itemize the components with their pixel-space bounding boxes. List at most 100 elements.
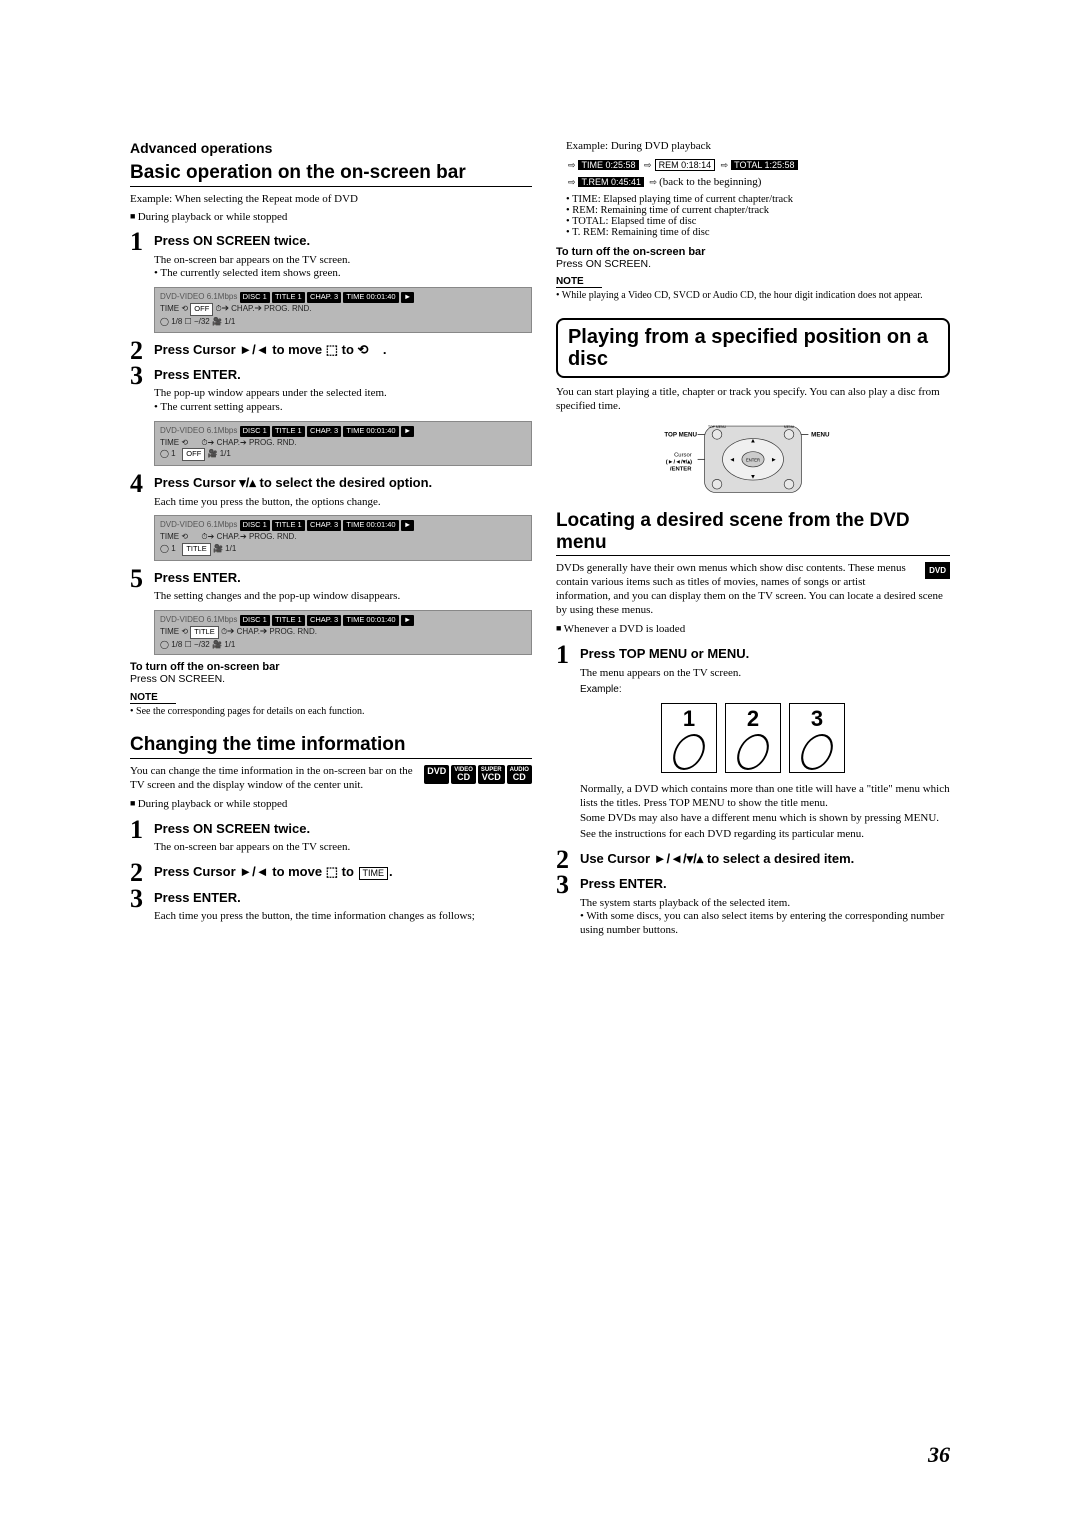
step-4: 4 Press Cursor ▾/▴ to select the desired…: [130, 472, 532, 495]
example-text: Example: During DVD playback: [566, 140, 950, 154]
svg-text:◄: ◄: [729, 456, 735, 463]
locate-para-4: See the instructions for each DVD regard…: [580, 828, 950, 842]
enter-label: ENTER: [746, 457, 760, 462]
bar-value: −/32: [194, 317, 210, 326]
cursor-label: Cursor: [674, 452, 692, 458]
bar-value: 1/1: [220, 449, 231, 458]
bar-label: TIME: [160, 627, 179, 636]
feature-box: Playing from a specified position on a d…: [556, 318, 950, 378]
intro-paragraph: You can start playing a title, chapter o…: [556, 386, 950, 414]
disc-badges: DVD VIDEOCD SUPERVCD AUDIOCD: [424, 765, 532, 784]
note-item: See the corresponding pages for details …: [130, 706, 532, 718]
def-item: T. REM: Remaining time of disc: [566, 227, 950, 238]
definitions-list: TIME: Elapsed playing time of current ch…: [566, 194, 950, 238]
bar-chip: OFF: [190, 303, 213, 316]
bar-chip: CHAP. 3: [307, 426, 341, 437]
bar-label: 6.1Mbps: [207, 426, 238, 435]
step-body: The menu appears on the TV screen. Examp…: [580, 667, 950, 697]
time-chip-sequence-2: ⇨T.REM 0:45:41 ⇨(back to the beginning): [566, 176, 950, 190]
step-line: The pop-up window appears under the sele…: [154, 387, 532, 401]
menu-label: MENU: [811, 431, 830, 438]
step-body: The system starts playback of the select…: [580, 897, 950, 938]
bar-chip: TITLE 1: [272, 615, 305, 626]
menu-num: 2: [726, 706, 780, 732]
bar-chip: TIME 00:01:40: [343, 615, 398, 626]
pointer-icon: ⬚: [326, 864, 338, 879]
bar-value: 1/1: [225, 544, 236, 553]
svg-text:MENU: MENU: [784, 425, 795, 429]
on-screen-bar-4: DVD-VIDEO 6.1Mbps DISC 1 TITLE 1 CHAP. 3…: [154, 610, 532, 655]
context-bullet: During playback or while stopped: [130, 211, 532, 225]
bar-chip: TIME 00:01:40: [343, 292, 398, 303]
step-text: Press Cursor: [154, 342, 239, 357]
step-number: 1: [130, 230, 148, 253]
bar-popup: TITLE: [182, 543, 210, 556]
step-number: 5: [130, 567, 148, 590]
badge-acd: AUDIOCD: [507, 765, 532, 784]
step-line: With some discs, you can also select ite…: [580, 910, 950, 938]
oval-icon: [797, 734, 837, 770]
menu-cell: 3: [789, 703, 845, 773]
bar-value: 1/1: [224, 640, 235, 649]
step-number: 1: [556, 643, 574, 666]
turnoff-heading: To turn off the on-screen bar: [130, 661, 532, 673]
step-1: 1 Press ON SCREEN twice.: [130, 230, 532, 253]
dvd-badge: DVD: [925, 562, 950, 579]
feature-title: Playing from a specified position on a d…: [568, 326, 938, 370]
bar-popup: OFF: [182, 448, 205, 461]
locate-step-1: 1 Press TOP MENU or MENU.: [556, 643, 950, 666]
play-icon: ►: [401, 615, 414, 626]
play-icon: ►: [401, 292, 414, 303]
oval-icon: [733, 734, 773, 770]
step-body: The on-screen bar appears on the TV scre…: [154, 841, 532, 855]
step-title: Press Cursor ▾/▴ to select the desired o…: [154, 475, 432, 491]
chip-rem: REM 0:18:14: [655, 159, 716, 171]
note-item: While playing a Video CD, SVCD or Audio …: [556, 290, 950, 302]
chip-trem: T.REM 0:45:41: [578, 177, 644, 187]
turnoff-body: Press ON SCREEN.: [556, 258, 950, 272]
time-chip-sequence: ⇨TIME 0:25:58 ⇨REM 0:18:14 ⇨TOTAL 1:25:5…: [566, 158, 950, 172]
svg-text:TOP MENU: TOP MENU: [708, 425, 727, 429]
chip-total: TOTAL 1:25:58: [731, 160, 797, 170]
step-number: 3: [130, 887, 148, 910]
bar-label: PROG.: [264, 304, 290, 313]
bar-chip: DISC 1: [240, 426, 270, 437]
locate-para-2: Normally, a DVD which contains more than…: [580, 783, 950, 811]
locate-paragraph: DVDs generally have their own menus whic…: [556, 562, 950, 617]
bar-label: PROG.: [249, 532, 275, 541]
step-text: .: [389, 864, 393, 879]
time-step-1: 1 Press ON SCREEN twice.: [130, 818, 532, 841]
note-label: NOTE: [130, 692, 176, 704]
bar-label: 6.1Mbps: [207, 292, 238, 301]
step-body: The pop-up window appears under the sele…: [154, 387, 532, 415]
step-text: to move: [269, 864, 326, 879]
step-title: Press Cursor ►/◄ to move ⬚ to TIME.: [154, 864, 393, 881]
bar-label: RND.: [277, 532, 297, 541]
step-line: The currently selected item shows green.: [154, 267, 532, 281]
bar-label: 6.1Mbps: [207, 520, 238, 529]
locate-para-3: Some DVDs may also have a different menu…: [580, 812, 950, 826]
cursor-right-left-icon: ►/◄: [239, 342, 268, 357]
bar-label: DVD-VIDEO: [160, 292, 204, 301]
turnoff-text: Press ON SCREEN.: [130, 673, 225, 685]
pointer-icon: ⬚: [326, 342, 338, 357]
section-header: Advanced operations: [130, 140, 532, 156]
bar-chip: TITLE 1: [272, 520, 305, 531]
step-title: Press ON SCREEN twice.: [154, 233, 310, 249]
bar-label: CHAP.: [217, 438, 240, 447]
left-column: Advanced operations Basic operation on t…: [130, 140, 532, 938]
context-bullet: During playback or while stopped: [130, 798, 532, 812]
step-title: Press ON SCREEN twice.: [154, 821, 310, 837]
menu-cell: 1: [661, 703, 717, 773]
time-chip: TIME: [359, 867, 389, 880]
step-title: Press TOP MENU or MENU.: [580, 646, 749, 662]
bar-label: CHAP.: [237, 627, 260, 636]
step-title: Press ENTER.: [154, 570, 241, 586]
bar-value: 1/8: [171, 640, 182, 649]
cursor-right-left-icon: ►/◄: [239, 864, 268, 879]
svg-text:►: ►: [771, 456, 777, 463]
note-label: NOTE: [556, 276, 602, 288]
bar-chip: TITLE 1: [272, 426, 305, 437]
def-item: REM: Remaining time of current chapter/t…: [566, 205, 950, 216]
step-line: The on-screen bar appears on the TV scre…: [154, 254, 532, 268]
